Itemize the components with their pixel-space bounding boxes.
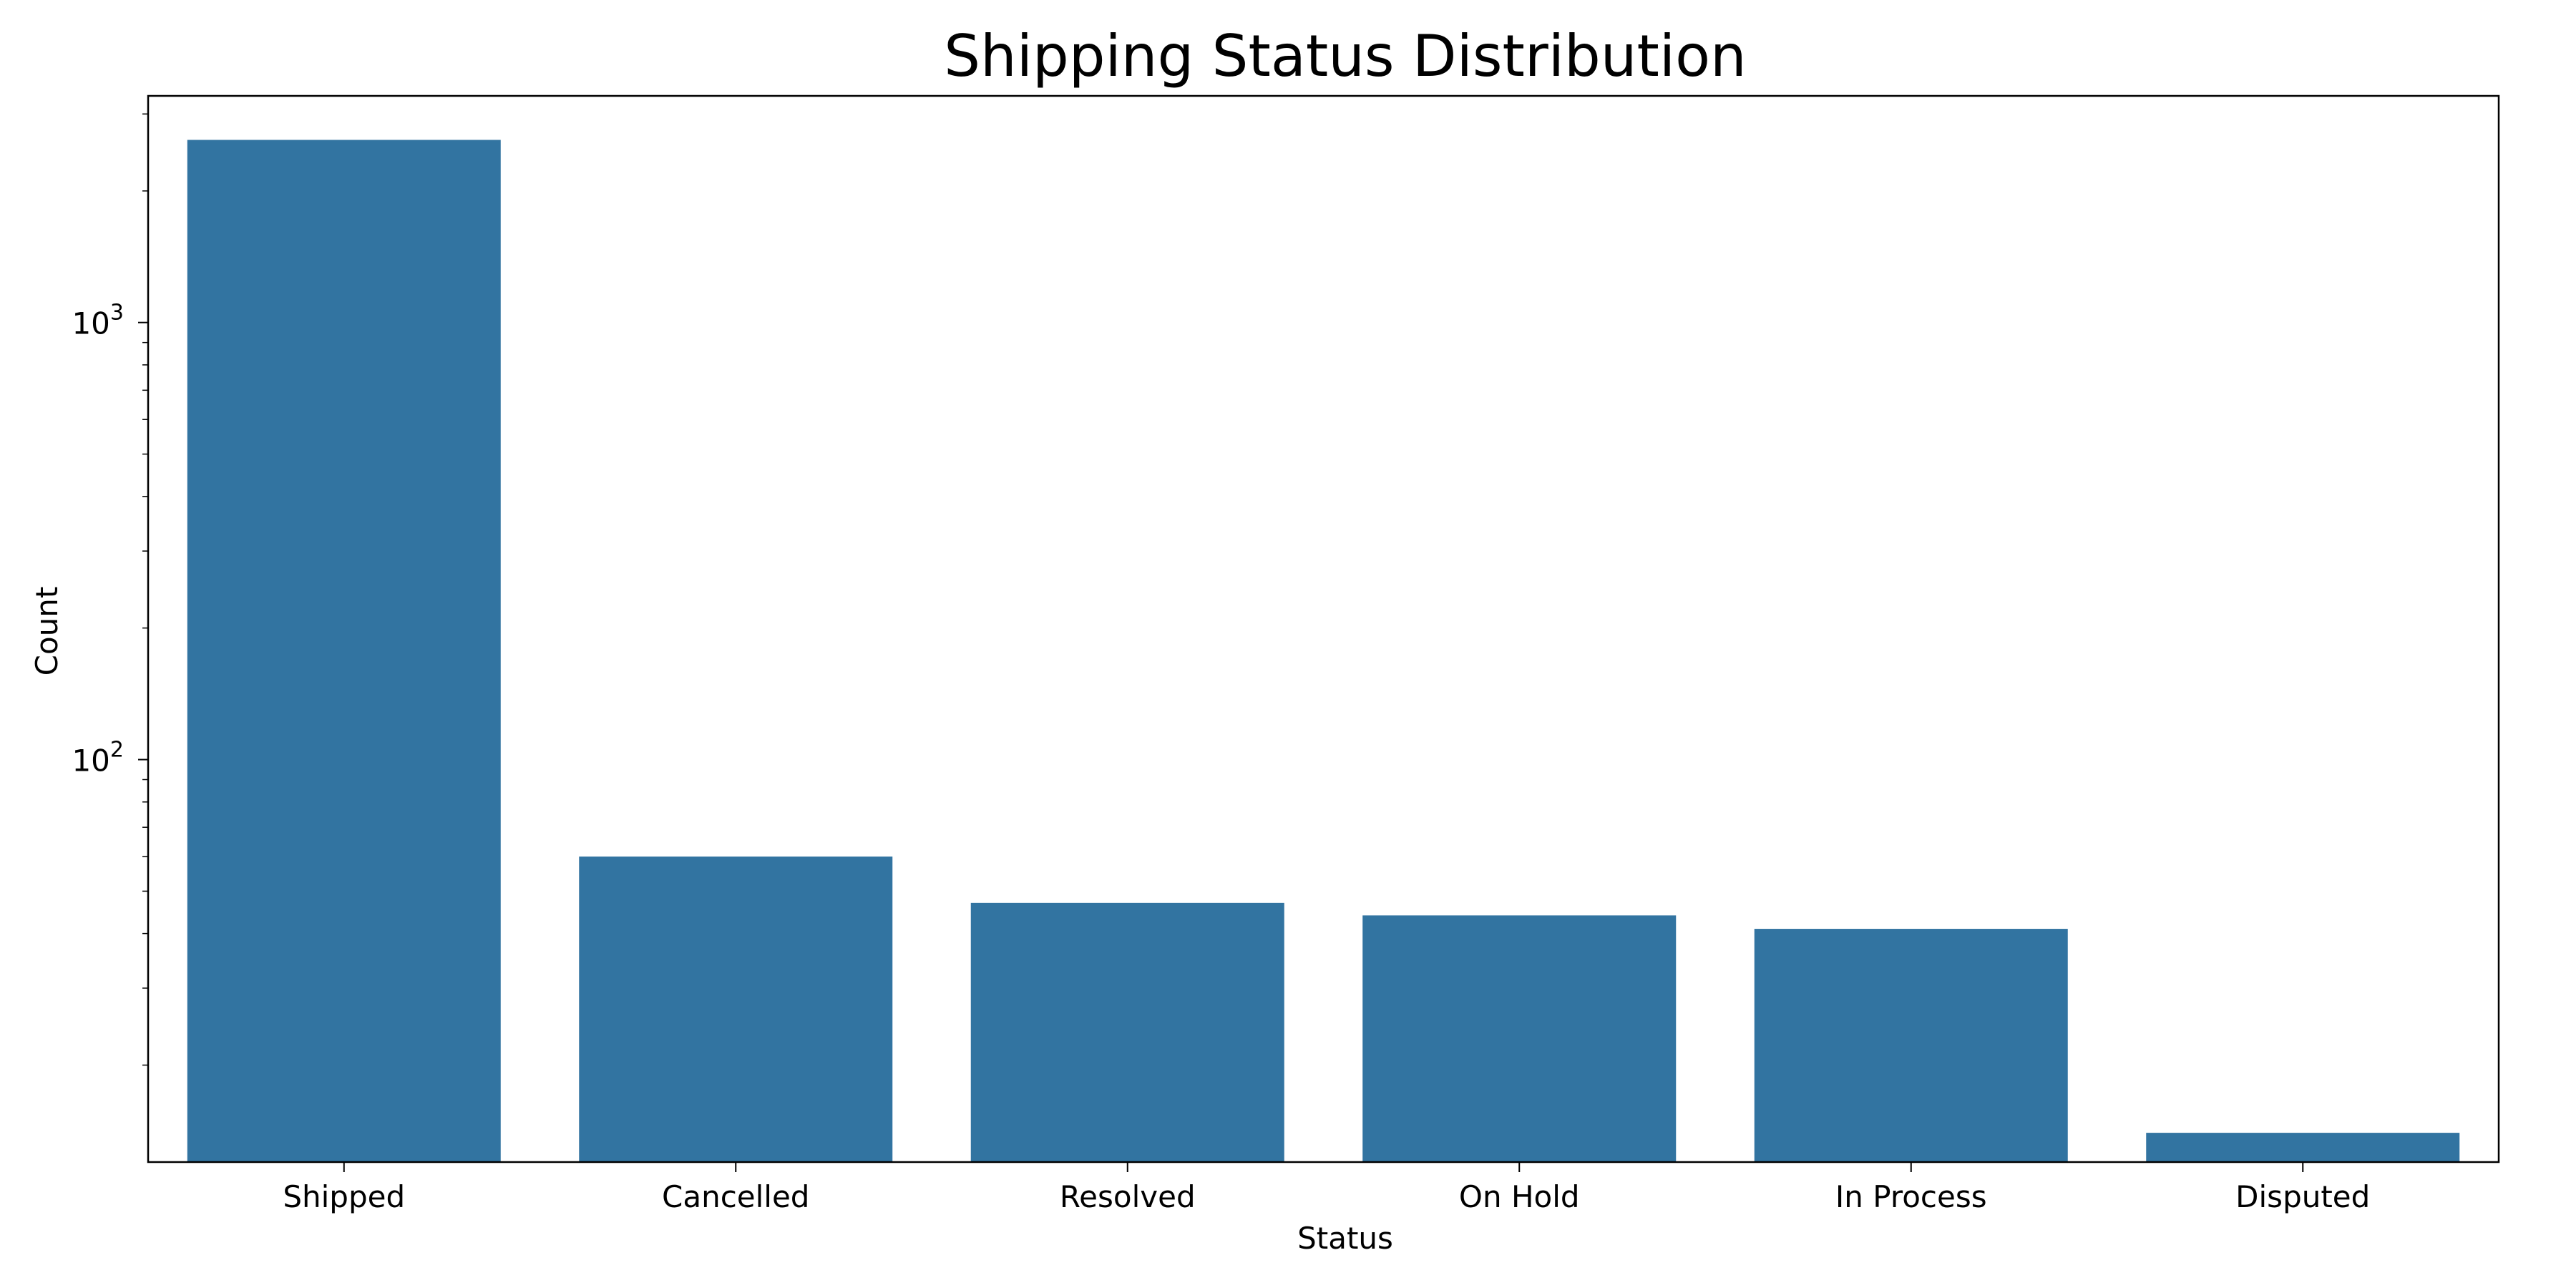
x-tick-label: In Process [1835, 1179, 1987, 1214]
x-tick-label: On Hold [1459, 1179, 1580, 1214]
chart-title: Shipping Status Distribution [944, 23, 1746, 89]
x-tick-label: Disputed [2235, 1179, 2370, 1214]
x-tick-label: Shipped [283, 1179, 405, 1214]
y-axis-ticks: 102 103 [72, 113, 148, 1066]
y-axis-label: Count [29, 587, 64, 676]
x-axis-label: Status [1297, 1221, 1393, 1256]
y-tick-label: 103 [72, 301, 124, 341]
y-tick-label: 102 [72, 738, 124, 779]
plot-frame [147, 94, 2500, 1163]
bar-in-process [1754, 929, 2068, 1162]
x-tick-label: Resolved [1060, 1179, 1196, 1214]
bar-disputed [2146, 1133, 2460, 1162]
bar-on-hold [1362, 915, 1677, 1162]
bars-group [187, 140, 2460, 1162]
x-tick-label: Cancelled [662, 1179, 809, 1214]
bar-resolved [970, 902, 1284, 1162]
bar-shipped [187, 140, 501, 1162]
bar-cancelled [579, 857, 893, 1162]
x-axis-ticks: Shipped Cancelled Resolved On Hold In Proces… [283, 1162, 2370, 1214]
